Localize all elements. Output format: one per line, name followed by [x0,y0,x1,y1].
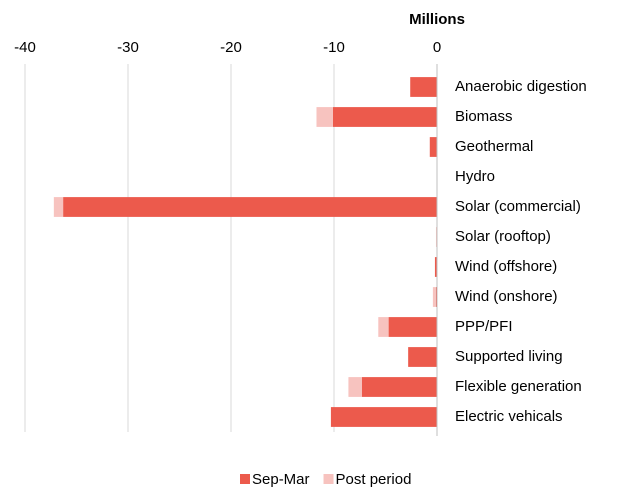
category-label: Wind (offshore) [455,258,557,275]
x-tick-label: -40 [14,39,36,56]
category-label: Hydro [455,168,495,185]
x-tick-label: 0 [433,39,441,56]
category-label: Flexible generation [455,378,582,395]
bar [348,377,362,397]
bar [332,107,437,127]
bar [63,197,438,217]
bar [388,317,437,337]
category-label: Solar (commercial) [455,198,581,215]
bar [434,257,437,277]
category-label: Electric vehicals [455,408,563,425]
category-label: PPP/PFI [455,318,513,335]
bar [330,407,437,427]
bar [410,77,437,97]
x-tick-label: -10 [323,39,345,56]
bar [435,227,437,247]
bar [432,287,436,307]
category-label: Supported living [455,348,563,365]
legend-swatch [240,474,250,484]
category-label: Anaerobic digestion [455,78,587,95]
legend-swatch [323,474,334,484]
category-label: Solar (rooftop) [455,228,551,245]
bar [408,347,437,367]
category-label: Geothermal [455,138,533,155]
bar [378,317,389,337]
axis-label: Millions [409,11,465,28]
bar [435,287,437,307]
category-label: Biomass [455,108,513,125]
x-tick-label: -30 [117,39,139,56]
bar [361,377,437,397]
x-tick-label: -20 [220,39,242,56]
legend-label: Post period [336,471,412,488]
category-label: Wind (onshore) [455,288,558,305]
legend-label: Sep-Mar [252,471,310,488]
bar [429,137,437,157]
bar [316,107,333,127]
bar [53,197,64,217]
